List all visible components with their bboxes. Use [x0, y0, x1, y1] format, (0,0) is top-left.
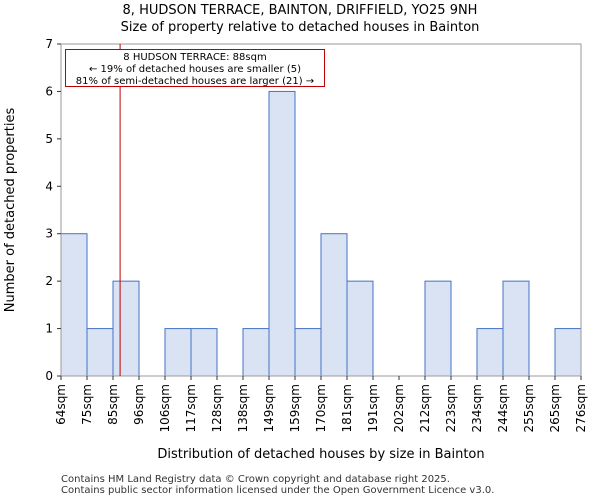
x-tick-label-96sqm: 96sqm [132, 384, 146, 425]
bar-170sqm [320, 233, 348, 377]
x-tick-label-149sqm: 149sqm [262, 384, 276, 432]
x-tick-label-202sqm: 202sqm [392, 384, 406, 432]
y-tick-label-5: 5 [45, 132, 53, 146]
chart-subtitle: Size of property relative to detached ho… [120, 20, 480, 35]
bar-265sqm [554, 328, 582, 377]
x-tick-label-159sqm: 159sqm [288, 384, 302, 432]
x-tick-label-234sqm: 234sqm [470, 384, 484, 432]
x-tick-label-170sqm: 170sqm [314, 384, 328, 432]
footer-copyright: Contains HM Land Registry data © Crown c… [61, 474, 450, 485]
y-tick-label-4: 4 [45, 179, 53, 193]
x-tick-label-244sqm: 244sqm [496, 384, 510, 432]
x-tick-label-85sqm: 85sqm [106, 384, 120, 425]
x-tick-label-276sqm: 276sqm [574, 384, 588, 432]
bar-212sqm [424, 280, 452, 377]
footer-licence: Contains public sector information licen… [61, 485, 495, 496]
y-axis-label: Number of detached properties [3, 108, 18, 313]
x-tick-label-265sqm: 265sqm [548, 384, 562, 432]
x-tick-label-212sqm: 212sqm [418, 384, 432, 432]
x-tick-label-75sqm: 75sqm [80, 384, 94, 425]
bar-234sqm [476, 328, 504, 377]
y-tick-label-0: 0 [45, 369, 53, 383]
x-tick-label-255sqm: 255sqm [522, 384, 536, 432]
x-tick-label-138sqm: 138sqm [236, 384, 250, 432]
y-tick-label-7: 7 [45, 37, 53, 51]
bar-85sqm [112, 280, 140, 377]
bar-149sqm [268, 90, 296, 377]
annotation-line-2: ← 19% of detached houses are smaller (5) [89, 64, 301, 75]
x-tick-label-106sqm: 106sqm [158, 384, 172, 432]
bar-138sqm [242, 328, 270, 377]
annotation-line-3: 81% of semi-detached houses are larger (… [75, 76, 315, 87]
bar-117sqm [190, 328, 218, 377]
x-tick-label-117sqm: 117sqm [184, 384, 198, 432]
y-tick-label-6: 6 [45, 84, 53, 98]
y-tick-label-3: 3 [45, 227, 53, 241]
bar-106sqm [164, 328, 192, 377]
x-axis-label: Distribution of detached houses by size … [157, 447, 484, 462]
x-tick-label-128sqm: 128sqm [210, 384, 224, 432]
y-tick-label-2: 2 [45, 274, 53, 288]
x-tick-label-64sqm: 64sqm [54, 384, 68, 425]
y-tick-label-1: 1 [45, 322, 53, 336]
property-annotation-box: 8 HUDSON TERRACE: 88sqm ← 19% of detache… [65, 49, 325, 87]
chart-title: 8, HUDSON TERRACE, BAINTON, DRIFFIELD, Y… [122, 3, 478, 18]
annotation-line-1: 8 HUDSON TERRACE: 88sqm [123, 52, 267, 63]
x-tick-label-181sqm: 181sqm [340, 384, 354, 432]
bar-75sqm [86, 328, 114, 377]
bar-64sqm [60, 233, 88, 377]
x-tick-label-223sqm: 223sqm [444, 384, 458, 432]
bar-244sqm [502, 280, 530, 377]
x-tick-label-191sqm: 191sqm [366, 384, 380, 432]
bar-181sqm [346, 280, 374, 377]
bar-159sqm [294, 328, 322, 377]
